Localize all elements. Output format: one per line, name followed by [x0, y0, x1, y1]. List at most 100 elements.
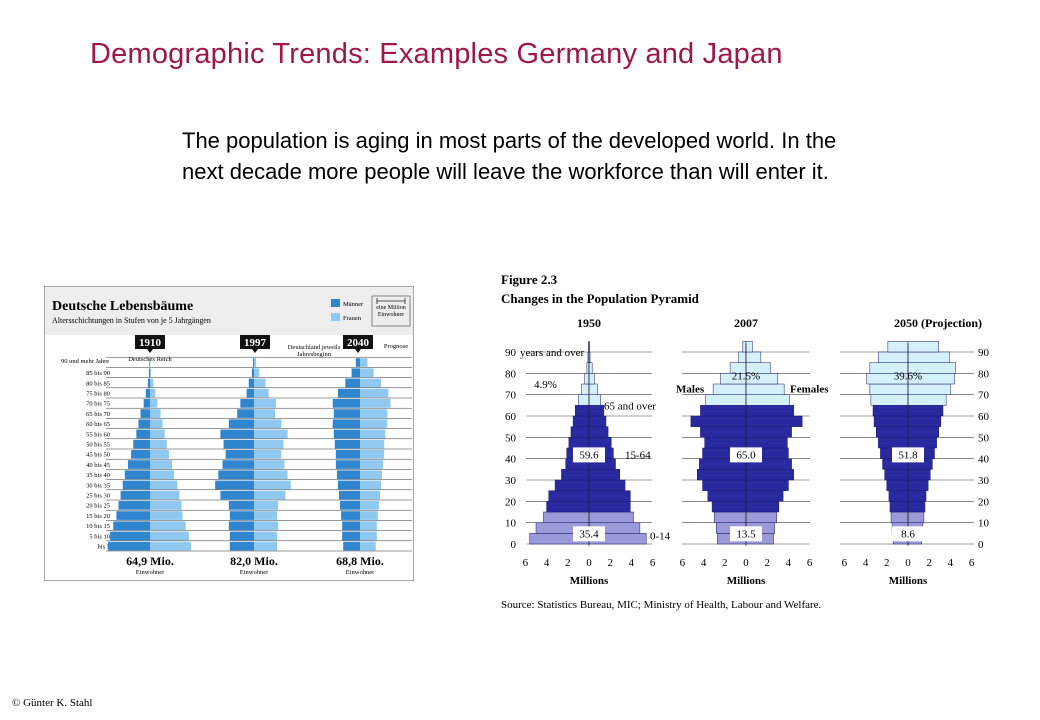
germany-bar-female	[254, 409, 275, 418]
germany-year-2040: 2040 Prognose 68,8 Mio. Einwohner	[336, 335, 408, 576]
japan-xtick-label: 0	[905, 557, 911, 569]
japan-bar-male	[890, 511, 909, 523]
japan-xtick-label: 2	[607, 557, 613, 569]
germany-age-labels: bis 5 5 bis 10 10 bis 15 15 bis 20 20 bis 25…	[61, 358, 110, 551]
japan-xlabel: Millions	[727, 575, 766, 587]
germany-bar-male	[240, 399, 254, 408]
germany-bar-male	[223, 439, 254, 449]
japan-xtick-label: 6	[969, 557, 975, 569]
germany-bar-male	[218, 470, 254, 480]
japan-xtick-label: 6	[650, 557, 656, 569]
germany-bar-male	[120, 490, 150, 500]
germany-bar-female	[254, 419, 282, 429]
japan-bar-male	[568, 437, 590, 449]
japan-label-15-64: 15-64	[625, 449, 651, 461]
germany-bar-male	[113, 521, 150, 531]
year-badge-2040	[343, 335, 373, 349]
japan-ytick-right: 30	[978, 475, 990, 487]
germany-bar-male	[332, 399, 360, 408]
year-badge-1997	[240, 335, 270, 349]
year-badge-pointer	[147, 349, 153, 353]
japan-ytick-right: 10	[978, 518, 990, 530]
germany-bar-female	[360, 490, 380, 500]
year-badge-pointer	[355, 349, 361, 353]
germany-bar-female	[360, 460, 384, 469]
japan-bar-male	[561, 469, 590, 481]
germany-bar-female	[360, 470, 383, 480]
germany-bar-female	[150, 470, 175, 480]
germany-bar-female	[360, 480, 381, 490]
germany-legend: Männer Frauen eine Million Einwohner	[331, 295, 411, 327]
japan-bar-male	[574, 405, 590, 417]
japan-share-box	[892, 526, 924, 542]
year-1997: 1997	[244, 337, 267, 349]
germany-bar-male	[335, 450, 360, 459]
japan-bar-female	[907, 351, 950, 363]
japan-ytick-left: 0	[511, 539, 517, 551]
japan-xtick-label: 4	[629, 557, 635, 569]
japan-bar-male	[570, 426, 590, 438]
germany-bar-male	[118, 501, 150, 510]
germany-age-label: 20 bis 25	[86, 503, 110, 510]
germany-bar-female	[150, 368, 152, 378]
japan-bar-male	[702, 479, 747, 491]
germany-bar-male	[246, 388, 254, 398]
germany-bar-female	[150, 439, 167, 449]
germany-bar-female	[254, 439, 284, 449]
germany-bar-male	[342, 531, 360, 541]
germany-bar-male	[133, 439, 150, 449]
japan-share-box	[573, 447, 605, 463]
germany-bar-female	[150, 521, 186, 531]
germany-bar-male	[342, 521, 360, 531]
japan-bar-male	[886, 479, 909, 491]
germany-bar-male	[225, 450, 254, 459]
japan-bar-male	[870, 394, 909, 406]
japan-bar-male	[887, 341, 909, 353]
japan-label-65-over: 65 and over	[604, 400, 656, 412]
japan-bar-male	[872, 405, 909, 417]
germany-age-label: 55 bis 60	[86, 431, 110, 438]
japan-bar-male	[554, 479, 590, 491]
germany-bar-female	[360, 368, 374, 378]
japan-label-0-14: 0-14	[650, 530, 671, 542]
germany-bar-female	[360, 358, 368, 367]
japan-bar-female	[745, 394, 790, 406]
japan-share-working: 59.6	[579, 449, 599, 461]
japan-xtick-label: 6	[523, 557, 529, 569]
japan-bar-male	[711, 501, 747, 513]
japan-bar-female	[588, 373, 595, 385]
japan-population-chart: Figure 2.3 Changes in the Population Pyr…	[501, 272, 990, 611]
japan-xtick-label: 2	[926, 557, 932, 569]
japan-ytick-right: 40	[978, 454, 990, 466]
japan-year-2007: 2007	[734, 316, 758, 330]
japan-bar-female	[745, 341, 753, 353]
total-1910: 64,9 Mio.	[126, 554, 174, 568]
germany-age-label: bis 5	[98, 544, 110, 551]
germany-age-label: 25 bis 30	[86, 493, 110, 500]
japan-bar-female	[588, 383, 598, 395]
japan-bar-female	[588, 490, 631, 502]
germany-bar-male	[145, 388, 150, 398]
japan-bar-male	[578, 394, 590, 406]
germany-bar-male	[136, 429, 150, 439]
year-1910: 1910	[139, 337, 162, 349]
germany-age-label: 80 bis 85	[86, 380, 110, 387]
germany-age-label: 15 bis 20	[86, 513, 110, 520]
japan-label-males: Males	[676, 383, 705, 395]
germany-bar-female	[360, 388, 389, 398]
japan-bar-female	[745, 405, 794, 417]
legend-label-frauen: Frauen	[343, 315, 362, 322]
japan-bar-male	[707, 490, 747, 502]
japan-bar-female	[745, 426, 792, 438]
germany-bar-female	[254, 460, 285, 469]
japan-bar-male	[888, 490, 909, 502]
germany-bar-male	[345, 378, 360, 388]
germany-header-bg	[45, 287, 413, 335]
label-2040: Prognose	[384, 343, 408, 350]
germany-bar-female	[360, 531, 377, 541]
japan-source: Source: Statistics Bureau, MIC; Ministry…	[501, 599, 822, 611]
germany-bar-female	[150, 399, 158, 408]
germany-age-label: 90 und mehr Jahre	[61, 358, 109, 365]
japan-bar-female	[588, 405, 605, 417]
germany-bar-male	[355, 358, 360, 367]
